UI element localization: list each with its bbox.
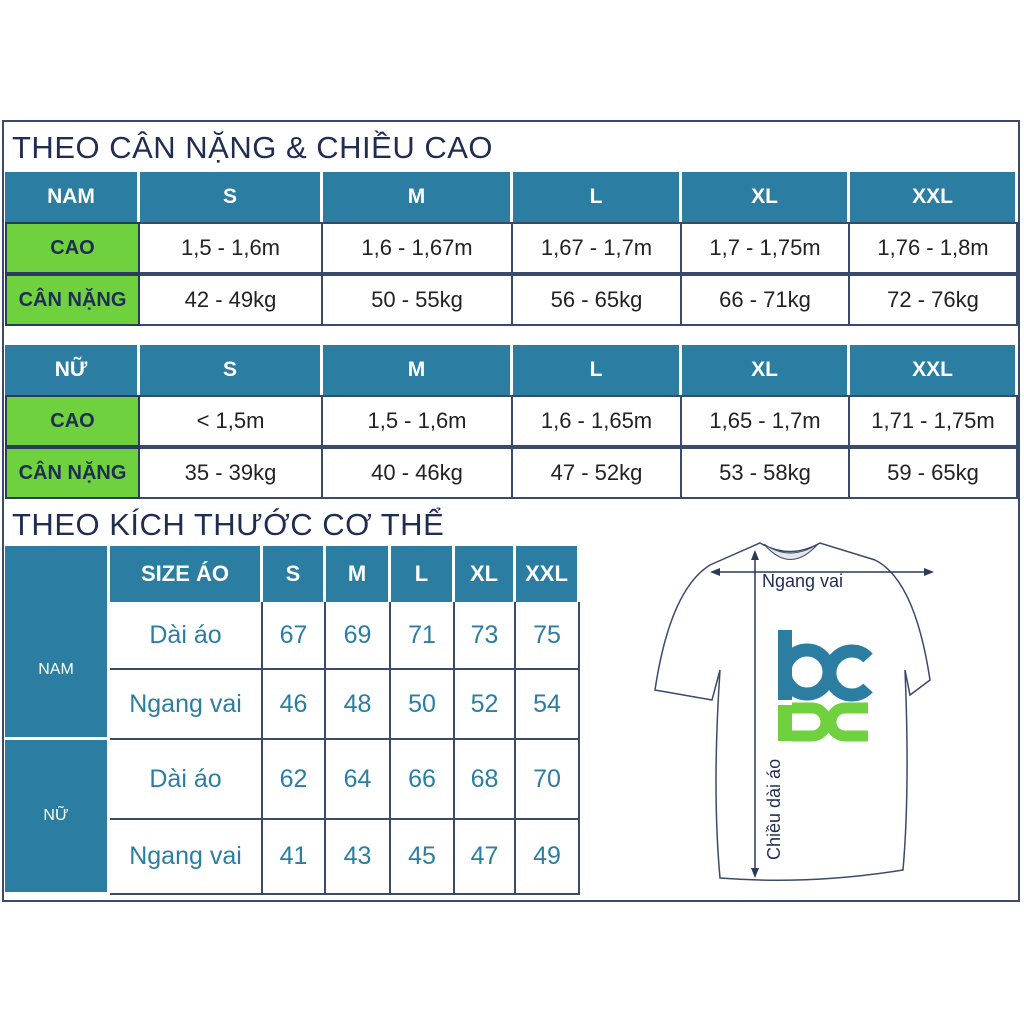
male-size-header: XXL bbox=[850, 172, 1018, 222]
female-height-cell: 1,5 - 1,6m bbox=[323, 395, 513, 447]
shirt-length-label: Chiều dài áo bbox=[764, 759, 784, 860]
measure-label: Dài áo bbox=[110, 602, 263, 670]
male-weight-cell: 66 - 71kg bbox=[682, 274, 850, 326]
measure-value: 54 bbox=[516, 670, 580, 740]
male-size-header: XL bbox=[682, 172, 850, 222]
measure-label: Dài áo bbox=[110, 740, 263, 820]
male-size-header: M bbox=[323, 172, 513, 222]
measure-value: 49 bbox=[516, 820, 580, 895]
female-height-label: CAO bbox=[5, 395, 140, 447]
female-height-cell: < 1,5m bbox=[140, 395, 323, 447]
measure-value: 75 bbox=[516, 602, 580, 670]
male-weight-cell: 56 - 65kg bbox=[513, 274, 682, 326]
female-size-header: M bbox=[323, 345, 513, 395]
measure-value: 64 bbox=[326, 740, 391, 820]
tshirt-diagram: Ngang vai Chiều dài áo bbox=[654, 542, 934, 881]
male-header-label: NAM bbox=[5, 172, 140, 222]
body-size-header: M bbox=[326, 546, 391, 602]
measure-label: Ngang vai bbox=[110, 820, 263, 895]
measure-value: 67 bbox=[263, 602, 326, 670]
measure-label: Ngang vai bbox=[110, 670, 263, 740]
measure-value: 73 bbox=[455, 602, 516, 670]
measure-value: 48 bbox=[326, 670, 391, 740]
female-size-header: S bbox=[140, 345, 323, 395]
male-height-cell: 1,67 - 1,7m bbox=[513, 222, 682, 274]
size-ao-header: SIZE ÁO bbox=[110, 546, 263, 602]
measure-value: 70 bbox=[516, 740, 580, 820]
female-weight-cell: 40 - 46kg bbox=[323, 447, 513, 499]
measure-value: 41 bbox=[263, 820, 326, 895]
female-size-header: XXL bbox=[850, 345, 1018, 395]
shoulder-width-label: Ngang vai bbox=[762, 571, 843, 591]
female-weight-cell: 53 - 58kg bbox=[682, 447, 850, 499]
body-size-header: XL bbox=[455, 546, 516, 602]
female-header-label: NỮ bbox=[5, 345, 140, 395]
measure-value: 52 bbox=[455, 670, 516, 740]
measure-value: 69 bbox=[326, 602, 391, 670]
male-height-cell: 1,6 - 1,67m bbox=[323, 222, 513, 274]
female-height-cell: 1,65 - 1,7m bbox=[682, 395, 850, 447]
group-label-0: NAM bbox=[5, 602, 110, 740]
male-height-cell: 1,76 - 1,8m bbox=[850, 222, 1018, 274]
female-weight-label: CÂN NẶNG bbox=[5, 447, 140, 499]
measure-value: 47 bbox=[455, 820, 516, 895]
female-weight-cell: 35 - 39kg bbox=[140, 447, 323, 499]
size-chart-frame bbox=[2, 120, 1020, 902]
group-label-1: NỮ bbox=[5, 740, 110, 895]
male-weight-cell: 42 - 49kg bbox=[140, 274, 323, 326]
female-weight-cell: 59 - 65kg bbox=[850, 447, 1018, 499]
measure-value: 43 bbox=[326, 820, 391, 895]
bcpc-logo bbox=[778, 630, 873, 742]
male-weight-label: CÂN NẶNG bbox=[5, 274, 140, 326]
measure-value: 71 bbox=[391, 602, 455, 670]
female-height-cell: 1,71 - 1,75m bbox=[850, 395, 1018, 447]
female-weight-cell: 47 - 52kg bbox=[513, 447, 682, 499]
female-height-cell: 1,6 - 1,65m bbox=[513, 395, 682, 447]
male-height-cell: 1,5 - 1,6m bbox=[140, 222, 323, 274]
female-size-header: L bbox=[513, 345, 682, 395]
male-weight-cell: 50 - 55kg bbox=[323, 274, 513, 326]
measure-value: 46 bbox=[263, 670, 326, 740]
body-size-header: L bbox=[391, 546, 455, 602]
male-weight-cell: 72 - 76kg bbox=[850, 274, 1018, 326]
body-size-header: S bbox=[263, 546, 326, 602]
male-size-header: L bbox=[513, 172, 682, 222]
male-height-label: CAO bbox=[5, 222, 140, 274]
body-size-corner bbox=[5, 546, 110, 602]
measure-value: 68 bbox=[455, 740, 516, 820]
section-title-weight-height: THEO CÂN NẶNG & CHIỀU CAO bbox=[12, 130, 493, 165]
male-height-cell: 1,7 - 1,75m bbox=[682, 222, 850, 274]
measure-value: 45 bbox=[391, 820, 455, 895]
measure-value: 50 bbox=[391, 670, 455, 740]
measure-value: 62 bbox=[263, 740, 326, 820]
measure-value: 66 bbox=[391, 740, 455, 820]
female-size-header: XL bbox=[682, 345, 850, 395]
section-title-body-size: THEO KÍCH THƯỚC CƠ THỂ bbox=[12, 507, 445, 542]
male-size-header: S bbox=[140, 172, 323, 222]
body-size-header: XXL bbox=[516, 546, 580, 602]
